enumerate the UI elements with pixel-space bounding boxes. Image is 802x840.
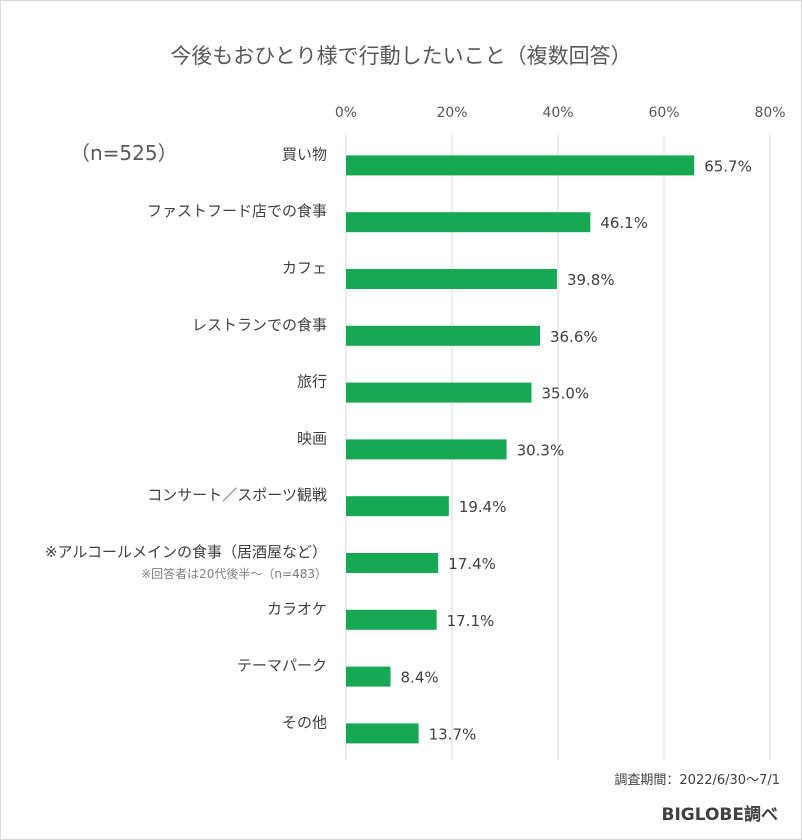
sample-size-label: （n=525） [70,141,178,165]
x-tick-label: 0% [335,105,357,121]
data-label: 17.4% [448,555,496,573]
bar [346,496,449,517]
bar [346,382,532,403]
category-label: その他 [282,713,327,731]
category-label: カフェ [282,259,327,277]
data-label: 30.3% [517,441,565,459]
category-label: 映画 [297,429,327,447]
category-label: 旅行 [297,373,327,391]
bar [346,723,419,744]
x-tick-label: 80% [754,105,785,121]
category-label: コンサート／スポーツ観戦 [147,486,327,504]
category-label: カラオケ [267,600,327,618]
x-tick-label: 20% [436,105,467,121]
data-label: 36.6% [550,328,598,346]
category-label: ※アルコールメインの食事（居酒屋など） [45,543,327,561]
bar [346,666,391,687]
data-label: 13.7% [429,725,477,743]
category-label: レストランでの食事 [192,316,327,334]
source-label: BIGLOBE調べ [661,805,779,825]
bar [346,155,695,176]
category-annotation: ※回答者は20代後半～（n=483） [141,566,327,581]
survey-period: 調査期間：2022/6/30～7/1 [614,773,780,788]
chart-title: 今後もおひとり様で行動したいこと（複数回答） [170,44,632,68]
bar [346,325,540,346]
bar [346,553,439,573]
bar [346,439,507,460]
bar [346,269,557,289]
data-label: 65.7% [704,157,752,175]
x-tick-label: 60% [648,105,679,121]
bar [346,609,437,630]
data-label: 39.8% [567,271,615,289]
x-tick-label: 40% [542,105,573,121]
bar [346,212,591,233]
category-label: 買い物 [282,145,327,163]
data-label: 46.1% [600,214,648,232]
data-label: 35.0% [542,385,590,403]
data-label: 17.1% [447,612,495,630]
category-label: テーマパーク [237,657,327,675]
category-label: ファストフード店での食事 [147,202,327,220]
data-label: 8.4% [401,669,439,687]
data-label: 19.4% [459,498,507,516]
